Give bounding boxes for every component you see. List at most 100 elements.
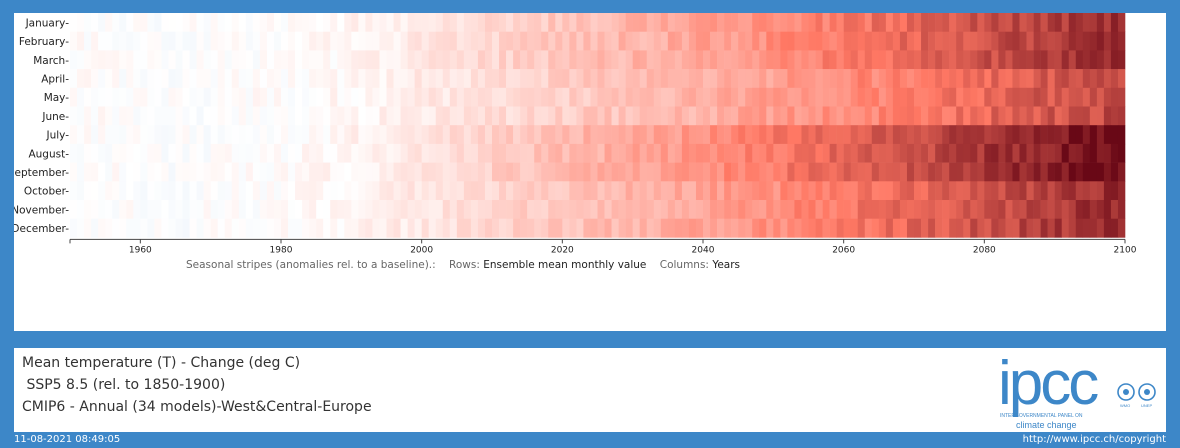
- heatmap-cell: [956, 218, 964, 238]
- heatmap-cell: [224, 218, 233, 238]
- heatmap-cell: [569, 69, 577, 89]
- heatmap-cell: [224, 69, 233, 89]
- heatmap-cell: [499, 143, 507, 163]
- heatmap-cell: [400, 181, 408, 201]
- heatmap-cell: [1089, 162, 1098, 182]
- heatmap-cell: [449, 181, 458, 201]
- heatmap-cell: [372, 13, 380, 32]
- heatmap-cell: [393, 13, 401, 32]
- heatmap-cell: [379, 143, 387, 163]
- heatmap-cell: [991, 200, 999, 219]
- heatmap-cell: [358, 200, 366, 219]
- heatmap-cell: [787, 181, 795, 201]
- heatmap-cell: [717, 218, 725, 238]
- heatmap-cell: [266, 125, 275, 145]
- heatmap-cell: [506, 143, 514, 163]
- heatmap-cell: [259, 87, 268, 107]
- heatmap-cell: [892, 13, 901, 32]
- heatmap-cell: [1117, 106, 1126, 126]
- heatmap-cell: [836, 13, 844, 32]
- heatmap-cell: [337, 50, 345, 70]
- heatmap-cell: [695, 69, 704, 89]
- heatmap-cell: [98, 200, 106, 219]
- heatmap-cell: [273, 125, 282, 145]
- heatmap-cell: [323, 181, 331, 201]
- heatmap-cell: [928, 50, 936, 70]
- heatmap-cell: [942, 50, 950, 70]
- heatmap-cell: [379, 87, 387, 107]
- heatmap-cell: [365, 31, 373, 51]
- heatmap-cell: [745, 31, 753, 51]
- heatmap-cell: [843, 162, 851, 182]
- heatmap-cell: [843, 13, 851, 32]
- heatmap-cell: [203, 87, 211, 107]
- heatmap-cell: [639, 50, 648, 70]
- heatmap-cell: [407, 143, 415, 163]
- heatmap-cell: [309, 143, 317, 163]
- heatmap-cell: [984, 125, 992, 145]
- heatmap-cell: [386, 143, 394, 163]
- heatmap-cell: [428, 50, 437, 70]
- heatmap-cell: [752, 143, 760, 163]
- heatmap-cell: [295, 106, 303, 126]
- heatmap-cell: [569, 13, 577, 32]
- heatmap-cell: [738, 125, 746, 145]
- heatmap-cell: [717, 50, 725, 70]
- heatmap-cell: [653, 200, 662, 219]
- heatmap-cell: [245, 218, 254, 238]
- heatmap-cell: [379, 218, 387, 238]
- heatmap-cell: [456, 125, 465, 145]
- heatmap-cell: [520, 13, 528, 32]
- copyright-link[interactable]: http://www.ipcc.ch/copyright: [1022, 434, 1166, 445]
- heatmap-cell: [935, 200, 943, 219]
- heatmap-cell: [653, 69, 662, 89]
- heatmap-cell: [1061, 50, 1070, 70]
- heatmap-cell: [780, 181, 788, 201]
- heatmap-cell: [484, 87, 493, 107]
- heatmap-cell: [724, 31, 732, 51]
- heatmap-cell: [590, 69, 598, 89]
- heatmap-cell: [949, 13, 957, 32]
- heatmap-cell: [963, 50, 971, 70]
- heatmap-cell: [259, 181, 268, 201]
- heatmap-cell: [126, 200, 134, 219]
- heatmap-cell: [618, 31, 626, 51]
- heatmap-cell: [731, 50, 739, 70]
- heatmap-cell: [991, 181, 999, 201]
- heatmap-cell: [273, 31, 282, 51]
- heatmap-cell: [506, 200, 514, 219]
- heatmap-cell: [499, 13, 507, 32]
- heatmap-cell: [281, 69, 289, 89]
- heatmap-cell: [499, 87, 507, 107]
- heatmap-cell: [590, 218, 598, 238]
- heatmap-cell: [506, 106, 514, 126]
- heatmap-cell: [639, 106, 648, 126]
- x-tick-label: 1960: [129, 245, 152, 255]
- heatmap-cell: [935, 125, 943, 145]
- heatmap-cell: [871, 162, 880, 182]
- heatmap-cell: [442, 200, 451, 219]
- heatmap-cell: [681, 162, 690, 182]
- heatmap-cell: [829, 162, 837, 182]
- heatmap-cell: [618, 50, 626, 70]
- heatmap-cell: [147, 143, 155, 163]
- heatmap-cell: [154, 218, 162, 238]
- heatmap-cell: [499, 69, 507, 89]
- heatmap-cell: [84, 143, 92, 163]
- heatmap-cell: [759, 31, 767, 51]
- heatmap-cell: [878, 200, 887, 219]
- heatmap-cell: [435, 50, 444, 70]
- heatmap-cell: [147, 31, 155, 51]
- heatmap-cell: [231, 50, 240, 70]
- heatmap-cell: [84, 218, 92, 238]
- heatmap-cell: [365, 200, 373, 219]
- heatmap-cell: [935, 162, 943, 182]
- heatmap-cell: [569, 87, 577, 107]
- heatmap-cell: [949, 218, 957, 238]
- heatmap-cell: [133, 106, 141, 126]
- heatmap-cell: [555, 50, 563, 70]
- heatmap-cell: [1026, 87, 1034, 107]
- heatmap-cell: [759, 87, 767, 107]
- heatmap-cell: [773, 143, 781, 163]
- heatmap-cell: [864, 218, 873, 238]
